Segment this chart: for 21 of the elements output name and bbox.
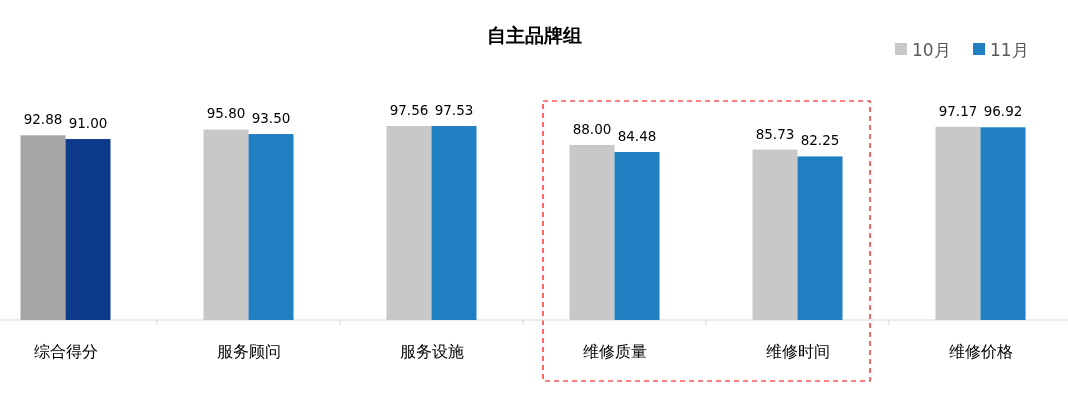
data-label: 85.73	[755, 125, 795, 142]
data-label: 92.88	[23, 111, 63, 128]
data-label: 84.48	[617, 128, 657, 145]
data-label: 96.92	[983, 103, 1023, 120]
data-label: 93.50	[251, 110, 291, 127]
legend-label: 11月	[990, 40, 1029, 60]
data-label: 97.53	[434, 102, 474, 119]
x-tick-label: 服务设施	[399, 342, 464, 361]
data-label: 88.00	[572, 121, 612, 138]
data-label: 91.00	[68, 115, 108, 132]
data-label: 97.17	[938, 102, 978, 119]
x-tick-label: 维修价格	[948, 342, 1013, 361]
chart-title: 自主品牌组	[486, 24, 582, 46]
x-tick-label: 服务顾问	[216, 342, 281, 361]
data-label: 95.80	[206, 105, 246, 122]
x-tick-label: 综合得分	[33, 342, 98, 361]
x-tick-label: 维修时间	[765, 342, 830, 361]
data-label: 97.56	[389, 102, 429, 118]
x-tick-label: 维修质量	[582, 342, 647, 361]
legend-label: 10月	[912, 40, 951, 60]
data-label: 82.25	[800, 132, 840, 149]
